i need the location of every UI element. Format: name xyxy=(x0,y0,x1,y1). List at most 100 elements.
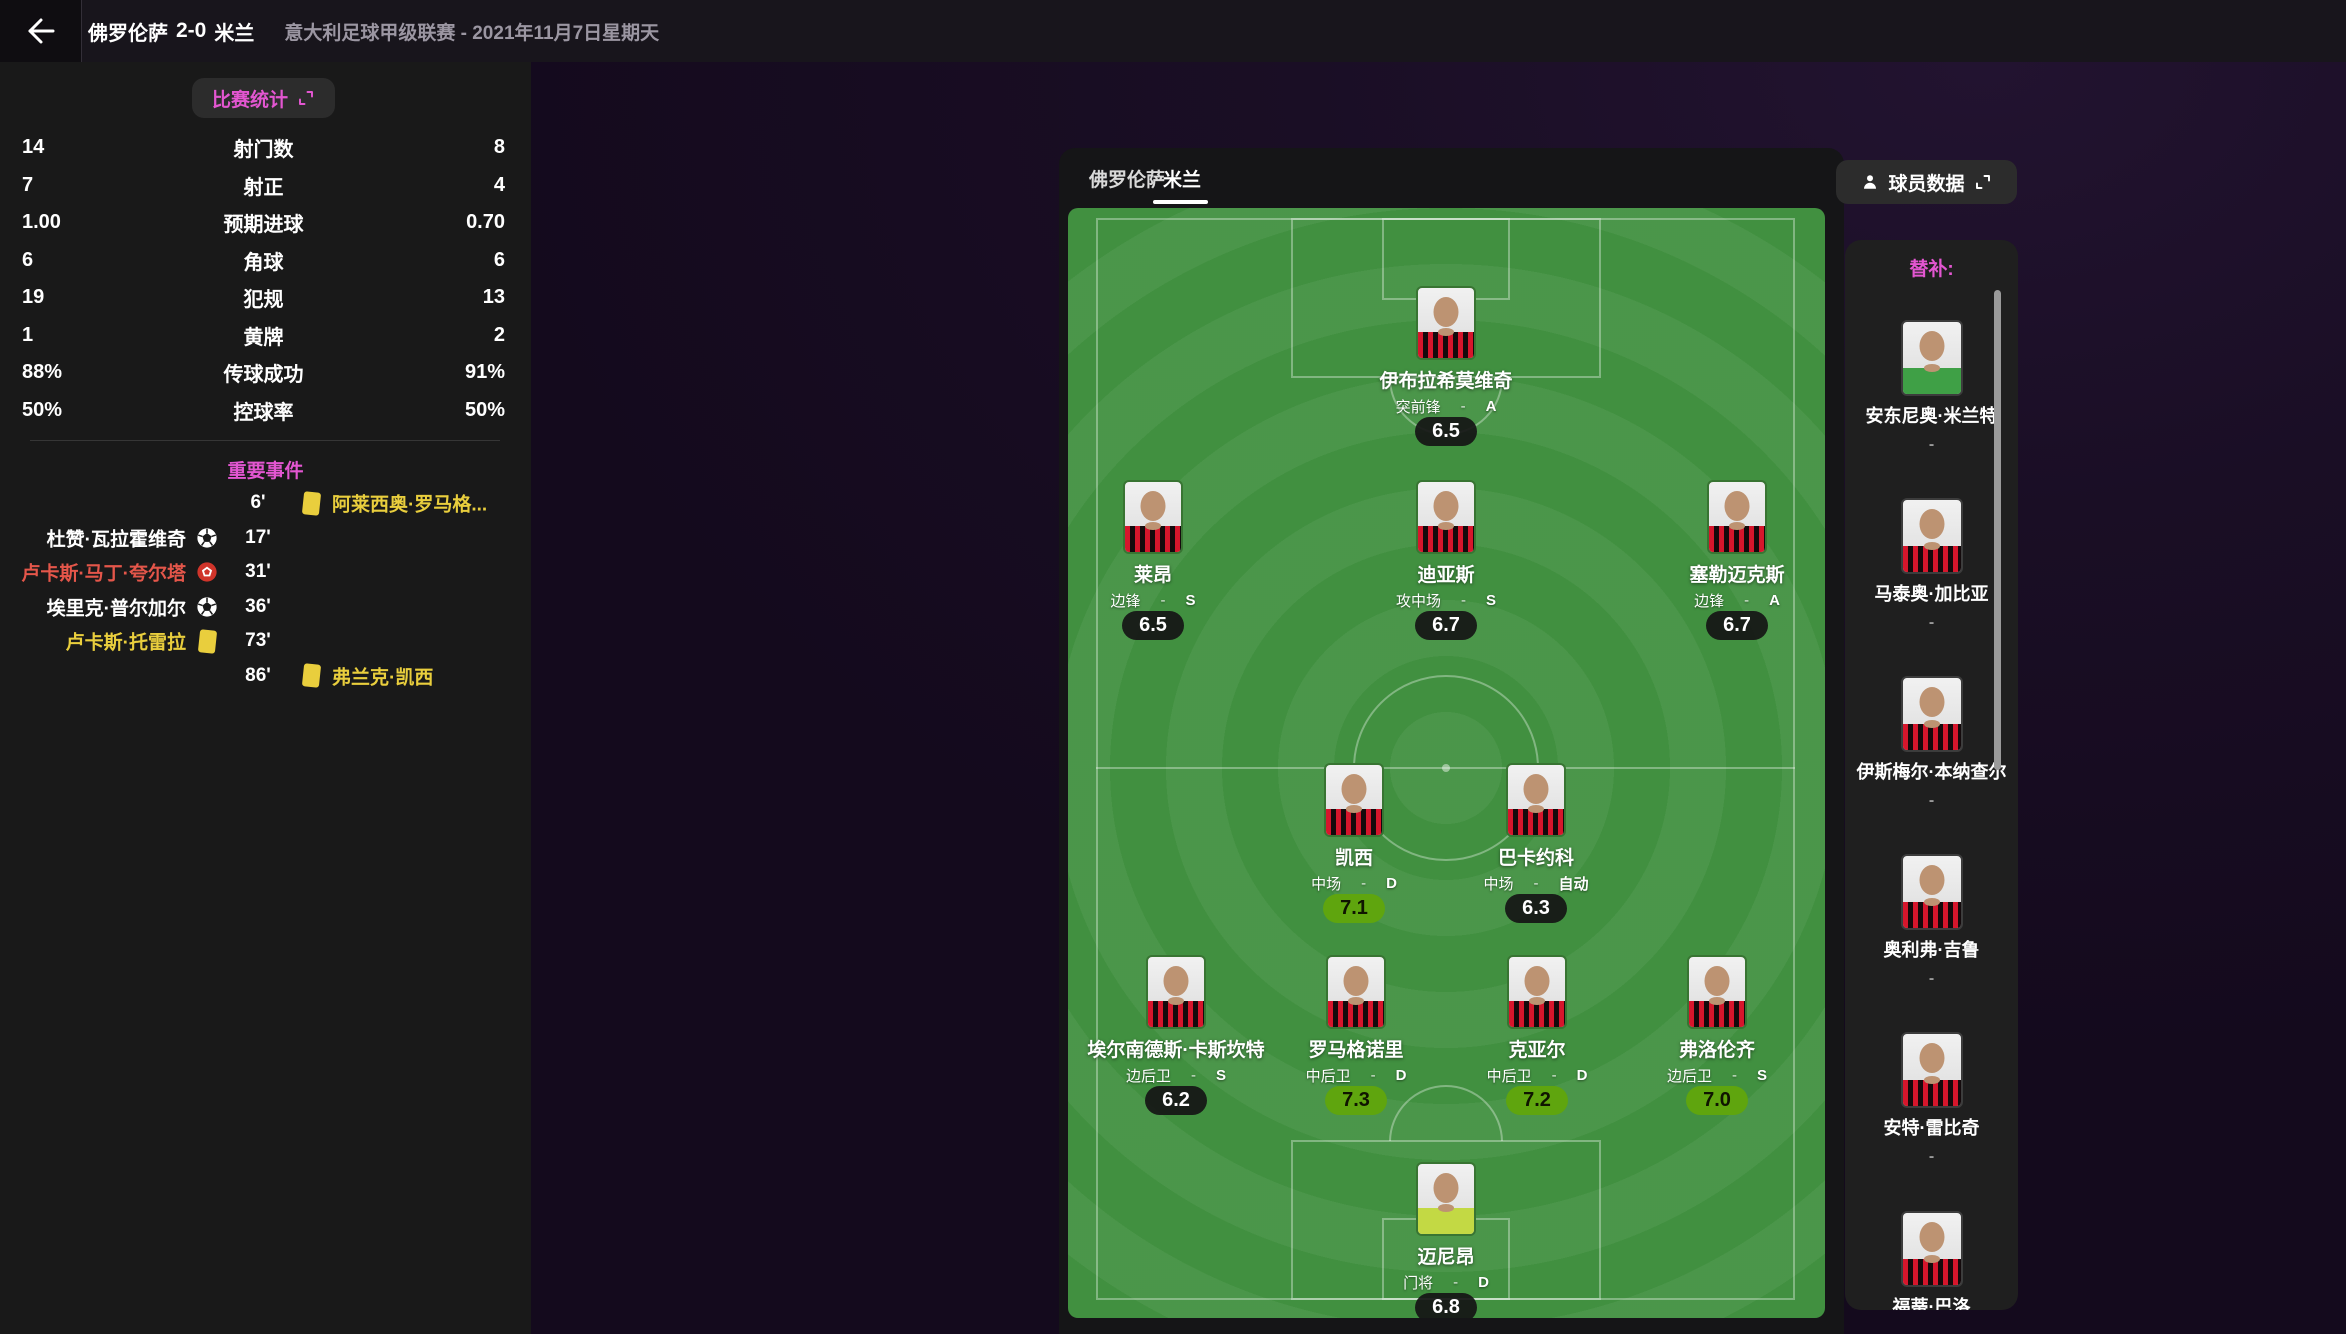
event-player[interactable]: 杜赞·瓦拉霍维奇 xyxy=(46,529,186,551)
event-player[interactable]: 卢卡斯·托雷拉 xyxy=(65,632,186,654)
match-score: 2-0 xyxy=(176,19,207,42)
stat-label: 角球 xyxy=(243,251,284,274)
yellow-card-icon xyxy=(300,490,322,516)
player-name: 凯西 xyxy=(1334,848,1373,869)
stat-label: 控球率 xyxy=(233,401,294,424)
pitch-player[interactable]: 弗洛伦齐 边后卫 - S 7.0 xyxy=(1625,955,1809,1115)
player-position: 边锋 xyxy=(1694,593,1725,610)
match-stats-button[interactable]: 比赛统计 xyxy=(192,78,335,118)
substitute-stat: - xyxy=(1928,1148,1935,1165)
tab-away-team[interactable]: 米兰 xyxy=(1163,148,1201,208)
league-and-date: 意大利足球甲级联赛 - 2021年11月7日星期天 xyxy=(284,22,660,44)
yellow-card-icon xyxy=(300,663,322,689)
substitute-item[interactable]: 安东尼奥·米兰特 - xyxy=(1845,320,2018,454)
stat-row: 14 射门数 8 xyxy=(0,129,531,167)
top-bar: 佛罗伦萨 2-0 米兰 意大利足球甲级联赛 - 2021年11月7日星期天 xyxy=(0,0,2346,62)
key-events-list: 6' 阿莱西奥·罗马格... 杜赞·瓦拉霍维奇 17' 卢卡斯·马丁·夸尔塔 3… xyxy=(0,486,531,693)
event-minute: 36' xyxy=(245,595,271,617)
stat-home-value: 88% xyxy=(22,361,63,384)
substitute-name: 马泰奥·加比亚 xyxy=(1874,584,1989,604)
substitute-item[interactable]: 马泰奥·加比亚 - xyxy=(1845,498,2018,632)
player-name: 塞勒迈克斯 xyxy=(1689,565,1785,586)
stat-label: 黄牌 xyxy=(243,326,284,349)
player-rating-badge: 6.3 xyxy=(1505,894,1567,923)
dash: - xyxy=(1370,1067,1376,1084)
pitch-player[interactable]: 迈尼昂 门将 - D 6.8 xyxy=(1354,1162,1538,1318)
stat-row: 88% 传球成功 91% xyxy=(0,354,531,392)
substitutes-title: 替补: xyxy=(1909,259,1954,280)
player-position: 边锋 xyxy=(1110,593,1141,610)
event-minute: 86' xyxy=(245,664,271,686)
pitch-player[interactable]: 迪亚斯 攻中场 - S 6.7 xyxy=(1354,480,1538,640)
player-photo xyxy=(1416,1162,1476,1236)
dash: - xyxy=(1160,592,1166,609)
substitute-item[interactable]: 伊斯梅尔·本纳查尔 - xyxy=(1845,676,2018,810)
stat-home-value: 19 xyxy=(22,286,45,309)
center-spot xyxy=(1442,764,1450,772)
player-position: 中后卫 xyxy=(1486,1068,1532,1085)
stat-home-value: 50% xyxy=(22,398,63,421)
event-player[interactable]: 卢卡斯·马丁·夸尔塔 xyxy=(21,563,186,585)
event-row: 6' 阿莱西奥·罗马格... xyxy=(0,486,531,521)
player-grade: 自动 xyxy=(1558,876,1589,893)
stat-label: 射门数 xyxy=(233,139,294,162)
stat-away-value: 4 xyxy=(493,173,505,196)
pitch-player[interactable]: 罗马格诺里 中后卫 - D 7.3 xyxy=(1264,955,1448,1115)
player-rating-badge: 6.8 xyxy=(1415,1293,1477,1318)
event-player[interactable]: 埃里克·普尔加尔 xyxy=(46,598,186,620)
stat-away-value: 91% xyxy=(464,361,505,384)
tab-label: 米兰 xyxy=(1163,169,1202,191)
player-name: 罗马格诺里 xyxy=(1308,1040,1404,1061)
substitute-item[interactable]: 福蒂·巴洛 xyxy=(1845,1211,2018,1310)
goal-icon xyxy=(196,594,218,620)
pitch-player[interactable]: 伊布拉希莫维奇 突前锋 - A 6.5 xyxy=(1354,286,1538,446)
player-data-button-label: 球员数据 xyxy=(1888,173,1965,195)
back-button[interactable] xyxy=(0,0,82,62)
event-player[interactable]: 阿莱西奥·罗马格... xyxy=(332,494,488,516)
player-photo xyxy=(1900,1032,1963,1108)
player-position: 攻中场 xyxy=(1395,593,1441,610)
pitch-player[interactable]: 凯西 中场 - D 7.1 xyxy=(1262,763,1446,923)
stat-label: 传球成功 xyxy=(223,364,304,387)
player-photo xyxy=(1900,676,1963,752)
player-grade: A xyxy=(1485,398,1497,415)
substitute-stat: - xyxy=(1928,792,1935,809)
player-grade: S xyxy=(1216,1067,1227,1084)
key-events-title: 重要事件 xyxy=(227,461,304,482)
player-rating-badge: 7.1 xyxy=(1323,894,1385,923)
tab-label: 佛罗伦萨 xyxy=(1089,169,1166,191)
dash: - xyxy=(1361,875,1367,892)
match-stats-button-label: 比赛统计 xyxy=(211,89,288,111)
substitutes-panel: 替补: 安东尼奥·米兰特 - 马泰奥·加比亚 - 伊斯梅尔·本纳查尔 - 奥利弗… xyxy=(1845,240,2018,1310)
player-name: 迈尼昂 xyxy=(1417,1247,1475,1268)
dash: - xyxy=(1461,592,1466,609)
pitch-player[interactable]: 塞勒迈克斯 边锋 - A 6.7 xyxy=(1645,480,1825,640)
player-rating-badge: 6.5 xyxy=(1122,611,1184,640)
stat-label: 射正 xyxy=(243,176,284,199)
pitch-player[interactable]: 埃尔南德斯·卡斯坎特 边后卫 - S 6.2 xyxy=(1084,955,1268,1115)
player-rating-badge: 7.0 xyxy=(1686,1086,1748,1115)
event-minute: 73' xyxy=(245,630,271,652)
stat-row: 1.00 预期进球 0.70 xyxy=(0,204,531,242)
player-position: 门将 xyxy=(1403,1275,1434,1292)
event-minute: 17' xyxy=(245,526,271,548)
pitch-player[interactable]: 巴卡约科 中场 - 自动 6.3 xyxy=(1444,763,1628,923)
stat-away-value: 50% xyxy=(464,398,505,421)
stat-away-value: 0.70 xyxy=(466,211,505,234)
substitute-name: 福蒂·巴洛 xyxy=(1892,1297,1971,1310)
event-row: 卢卡斯·托雷拉 73' xyxy=(0,624,531,659)
player-data-button[interactable]: 球员数据 xyxy=(1836,160,2017,204)
event-row: 卢卡斯·马丁·夸尔塔 31' xyxy=(0,555,531,590)
dash: - xyxy=(1460,398,1466,415)
tab-home-team[interactable]: 佛罗伦萨 xyxy=(1089,148,1165,208)
lineup-card: 佛罗伦萨 米兰 伊布拉希莫维奇 突前锋 - A 6.5 xyxy=(1059,148,1844,1334)
scrollbar-thumb[interactable] xyxy=(1994,290,2001,770)
player-name: 埃尔南德斯·卡斯坎特 xyxy=(1087,1040,1265,1061)
event-player[interactable]: 弗兰克·凯西 xyxy=(332,667,434,689)
substitute-item[interactable]: 奥利弗·吉鲁 - xyxy=(1845,854,2018,988)
dash: - xyxy=(1744,592,1750,609)
pitch-player[interactable]: 莱昂 边锋 - S 6.5 xyxy=(1068,480,1245,640)
player-grade: D xyxy=(1395,1067,1407,1084)
substitute-item[interactable]: 安特·雷比奇 - xyxy=(1845,1032,2018,1166)
pitch-player[interactable]: 克亚尔 中后卫 - D 7.2 xyxy=(1445,955,1629,1115)
